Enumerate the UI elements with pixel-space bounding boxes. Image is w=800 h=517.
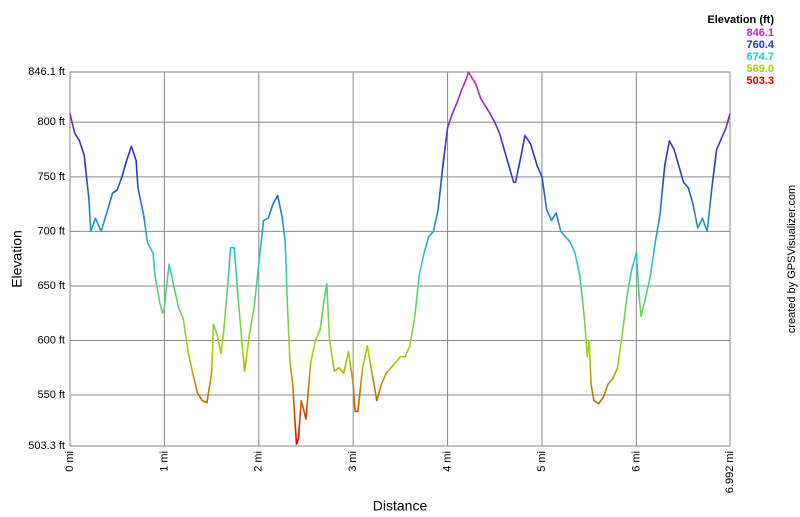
legend-value: 674.7 <box>746 51 774 63</box>
legend-value: 760.4 <box>746 39 774 51</box>
x-tick-label: 3 mi <box>347 451 359 472</box>
y-axis-label: Elevation <box>9 230 25 288</box>
y-tick-label: 503.3 ft <box>28 440 65 452</box>
x-tick-label: 0 mi <box>64 451 76 472</box>
x-tick-label: 6 mi <box>630 451 642 472</box>
y-tick-label: 700 ft <box>37 225 65 237</box>
legend-title: Elevation (ft) <box>707 14 774 26</box>
x-axis-label: Distance <box>373 498 428 514</box>
y-tick-label: 846.1 ft <box>28 66 65 78</box>
x-tick-label: 1 mi <box>158 451 170 472</box>
legend-value: 846.1 <box>746 27 774 39</box>
y-tick-label: 750 ft <box>37 171 65 183</box>
y-tick-label: 600 ft <box>37 334 65 346</box>
x-tick-label: 2 mi <box>253 451 265 472</box>
y-tick-label: 650 ft <box>37 280 65 292</box>
elevation-line <box>69 71 731 445</box>
credit: created by GPSVisualizer.com <box>786 185 798 333</box>
x-tick-label: 4 mi <box>441 451 453 472</box>
legend-value: 589.0 <box>746 63 774 75</box>
plot-frame <box>69 71 731 447</box>
y-tick-label: 550 ft <box>37 389 65 401</box>
x-tick-label: 6.992 mi <box>724 451 736 493</box>
y-tick-label: 800 ft <box>37 116 65 128</box>
x-tick-label: 5 mi <box>536 451 548 472</box>
legend-value: 503.3 <box>746 75 774 87</box>
